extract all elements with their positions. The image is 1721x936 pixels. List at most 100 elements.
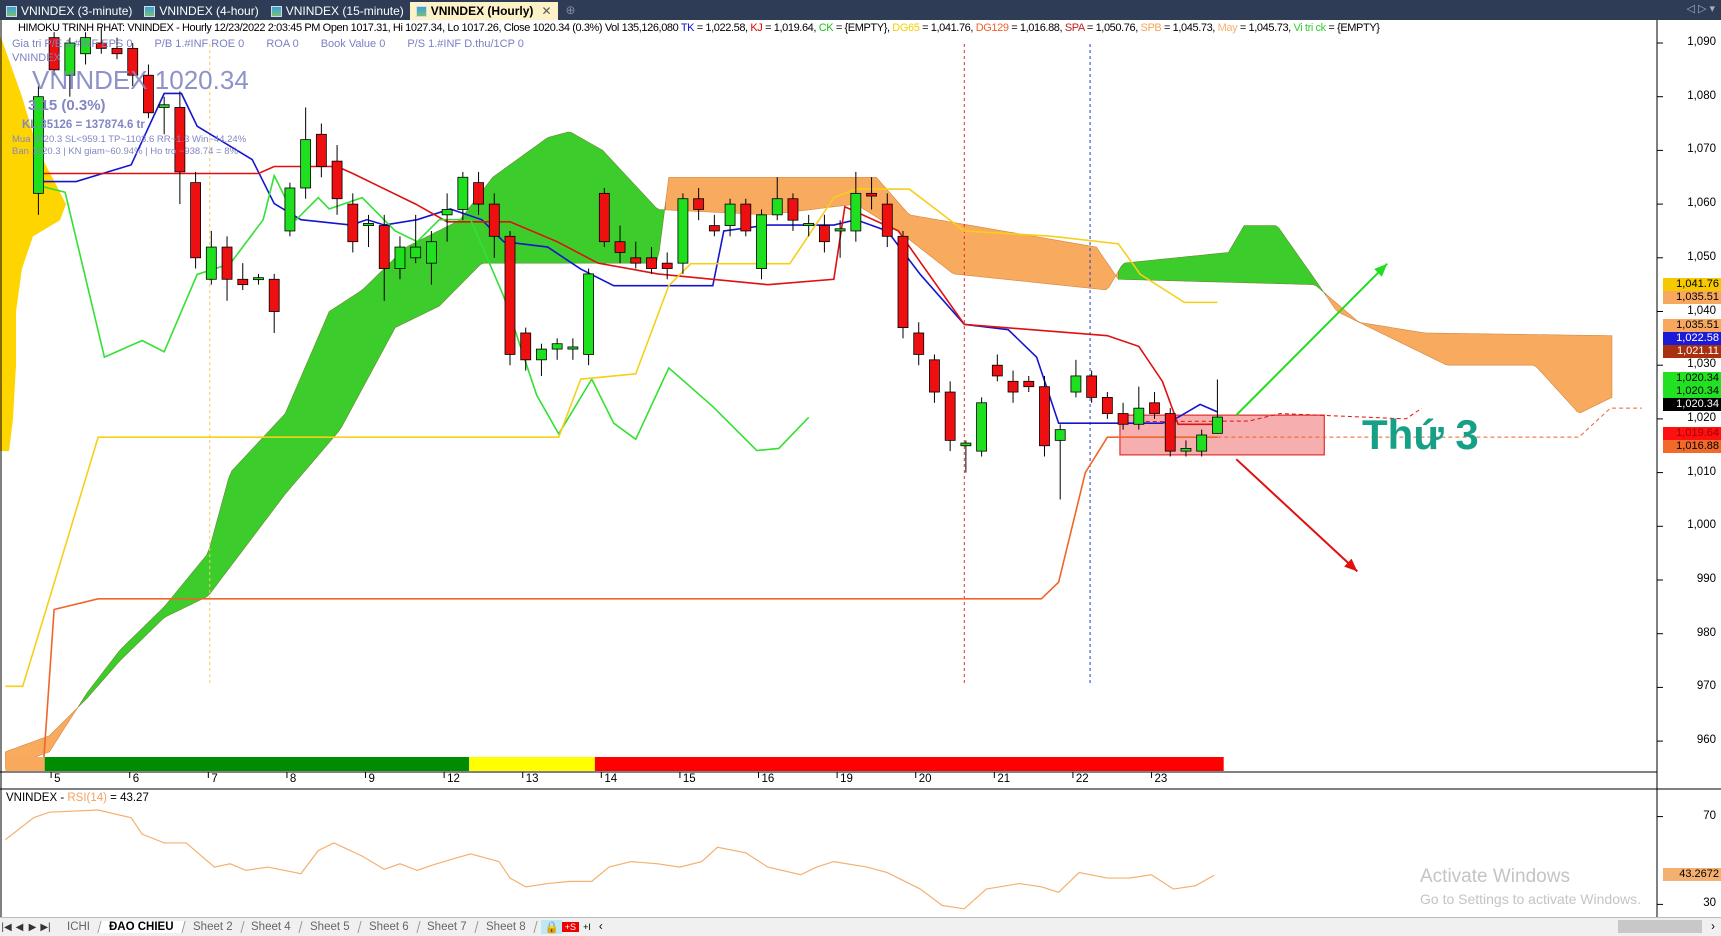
- date-label: 20: [918, 773, 932, 785]
- fundamental-item: ROA 0: [266, 38, 299, 50]
- tab-vnindex-hourly-[interactable]: VNINDEX (Hourly) ✕: [409, 2, 558, 20]
- info-segment: CK: [818, 22, 834, 34]
- price-tag: 1,016.88: [1663, 440, 1721, 453]
- candle-up: [300, 139, 312, 189]
- sheet-tab-ichi[interactable]: ICHI: [56, 921, 102, 933]
- date-label: 6: [132, 773, 140, 785]
- candle-up: [1070, 375, 1082, 393]
- candle-down: [95, 42, 107, 49]
- sheet-tab-label: ICHI: [67, 921, 90, 933]
- candle-up: [724, 203, 736, 226]
- candle-down: [1164, 413, 1176, 452]
- candle-up: [1054, 429, 1066, 441]
- candle-up: [834, 228, 846, 232]
- candle-up: [284, 187, 296, 232]
- date-label: 7: [211, 773, 218, 785]
- insert-icon[interactable]: +I: [583, 922, 591, 932]
- price-tick-label: 1,010: [1687, 465, 1716, 478]
- candle-down: [174, 107, 186, 173]
- candle-up: [33, 96, 44, 194]
- new-tab-icon[interactable]: ⊕: [565, 3, 576, 17]
- document-tab-bar: VNINDEX (3-minute) VNINDEX (4-hour) VNINDE…: [0, 0, 1721, 20]
- sheet-tab-sheet-6[interactable]: Sheet 6: [357, 921, 420, 933]
- price-tick-label: 980: [1696, 626, 1716, 639]
- chart-icon: [270, 5, 282, 17]
- horizontal-scrollbar[interactable]: [1618, 920, 1702, 933]
- sheet-tab-sheet-8[interactable]: Sheet 8: [475, 921, 538, 933]
- tab-vnindex-3-minute-[interactable]: VNINDEX (3-minute): [0, 2, 138, 20]
- close-icon[interactable]: ✕: [541, 4, 552, 18]
- candle-up: [363, 223, 374, 226]
- sheet-tab-sheet-5[interactable]: Sheet 5: [299, 921, 362, 933]
- sheet-tab-sheet-4[interactable]: Sheet 4: [240, 921, 303, 933]
- scroll-left-icon[interactable]: ‹: [598, 921, 603, 933]
- candle-up: [441, 209, 453, 216]
- candle-down: [1149, 402, 1160, 414]
- info-segment: TK: [680, 22, 695, 34]
- candle-down: [1086, 375, 1098, 398]
- price-tag: 1,022.58: [1663, 332, 1721, 345]
- info-segment: HIMOKU TRINH PHAT: VNINDEX - Hourly 12/2…: [18, 22, 681, 34]
- candle-down: [819, 225, 830, 243]
- date-label: 14: [604, 773, 618, 785]
- price-tick-label: 1,090: [1687, 36, 1716, 48]
- price-tick-label: 1,070: [1687, 143, 1716, 156]
- sheet-tab-label: Sheet 4: [251, 921, 291, 933]
- price-tag: 1,021.11: [1663, 345, 1721, 358]
- tab-scroll-arrows[interactable]: ◁ ▷ ▾: [1686, 3, 1715, 15]
- candle-down: [630, 257, 642, 264]
- up-arrow-head: [1374, 263, 1388, 277]
- candle-down: [866, 192, 877, 197]
- chart-icon: [415, 5, 427, 17]
- info-segment: = {EMPTY}: [1325, 22, 1380, 34]
- date-label: 9: [368, 773, 375, 785]
- price-tick-label: 1,030: [1687, 358, 1716, 371]
- info-segment: = 1,045.73,: [1161, 22, 1218, 34]
- candle-down: [1101, 397, 1113, 414]
- candle-down: [111, 47, 123, 55]
- candle-up: [80, 37, 91, 55]
- rsi-name: RSI(14): [67, 792, 107, 804]
- candle-up: [756, 214, 767, 269]
- price-tick-label: 1,000: [1687, 519, 1716, 532]
- sheet-tab-sheet-7[interactable]: Sheet 7: [416, 921, 479, 933]
- rsi-value: = 43.27: [106, 792, 149, 804]
- ichimoku-chart[interactable]: [0, 20, 1721, 917]
- scroll-right-icon[interactable]: ›: [1711, 921, 1715, 933]
- tab-vnindex-4-hour-[interactable]: VNINDEX (4-hour): [138, 2, 264, 20]
- fundamentals-line: Gia tri P/E 1.#INF EPS 0 P/B 1.#INF ROE 0…: [12, 38, 546, 51]
- candle-down: [661, 262, 673, 269]
- sheet-tab-label: Sheet 6: [368, 921, 409, 933]
- tab-label: VNINDEX (15-minute): [285, 4, 404, 18]
- add-sheet-icon[interactable]: +S: [561, 922, 580, 932]
- price-tag: 1,035.51: [1663, 319, 1721, 332]
- candle-up: [567, 346, 579, 350]
- candle-down: [913, 332, 925, 355]
- candle-down: [48, 37, 60, 71]
- tab-label: VNINDEX (3-minute): [21, 4, 133, 18]
- candle-up: [410, 246, 422, 259]
- candle-down: [331, 160, 343, 200]
- next-sheet-button[interactable]: ▶: [28, 921, 37, 933]
- first-sheet-button[interactable]: |◀: [1, 921, 12, 933]
- lock-icon[interactable]: 🔒: [541, 920, 562, 934]
- candle-up: [1180, 448, 1192, 452]
- sheet-tab--ao-chieu[interactable]: ĐAO CHIEU: [98, 921, 186, 933]
- candle-down: [504, 235, 516, 355]
- date-label: 12: [447, 773, 460, 785]
- tab-vnindex-15-minute-[interactable]: VNINDEX (15-minute): [265, 2, 410, 20]
- sheet-tab-sheet-2[interactable]: Sheet 2: [181, 921, 244, 933]
- candle-up: [960, 442, 972, 447]
- rsi-prefix: VNINDEX -: [6, 792, 68, 804]
- sell-signal-text: Ban 1020.3 | KN giam~60.94% | Ho tro ~93…: [12, 146, 238, 157]
- candle-up: [253, 277, 264, 281]
- candle-up: [677, 198, 689, 264]
- candle-up: [850, 192, 862, 232]
- prev-sheet-button[interactable]: ◀: [15, 921, 24, 933]
- rsi-line: [5, 809, 1215, 910]
- info-segment: = 1,041.76,: [919, 22, 976, 34]
- candle-down: [944, 391, 956, 441]
- candle-down: [127, 47, 139, 76]
- last-sheet-button[interactable]: ▶|: [40, 921, 51, 933]
- date-label: 21: [997, 773, 1011, 785]
